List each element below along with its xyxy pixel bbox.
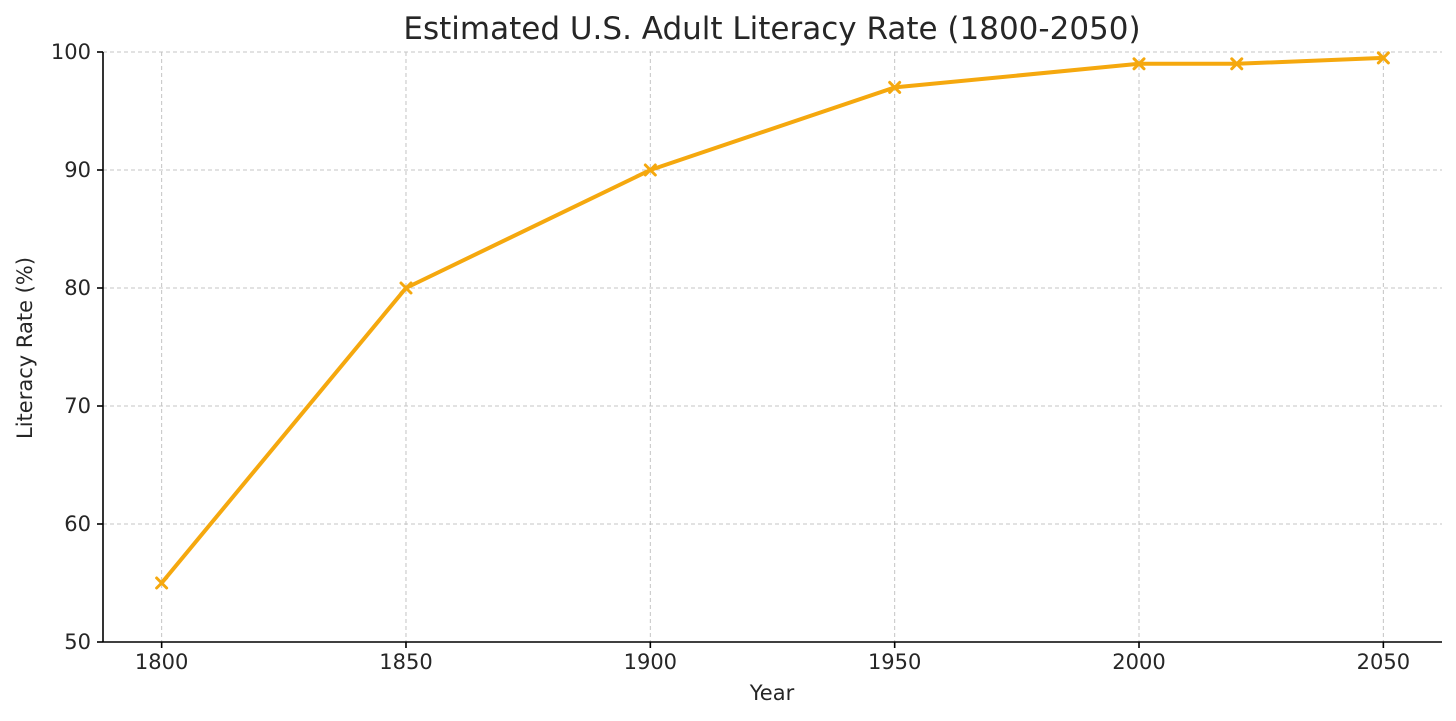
- data-point-marker: [1376, 51, 1390, 65]
- data-point-marker: [643, 163, 657, 177]
- y-tick-label: 70: [64, 394, 91, 418]
- y-tick-label: 90: [64, 158, 91, 182]
- x-tick-label: 2000: [1112, 650, 1165, 674]
- data-point-marker: [155, 576, 169, 590]
- y-tick-label: 50: [64, 630, 91, 654]
- data-point-marker: [1132, 57, 1146, 71]
- data-point-marker: [888, 80, 902, 94]
- x-tick-label: 1850: [379, 650, 432, 674]
- x-tick-label: 1900: [624, 650, 677, 674]
- axes: [102, 52, 1442, 643]
- x-axis-label: Year: [749, 681, 795, 705]
- x-tick-label: 2050: [1357, 650, 1410, 674]
- data-point-marker: [399, 281, 413, 295]
- data-point-marker: [1230, 57, 1244, 71]
- y-tick-label: 60: [64, 512, 91, 536]
- y-axis-label: Literacy Rate (%): [13, 257, 37, 439]
- chart-title: Estimated U.S. Adult Literacy Rate (1800…: [403, 11, 1140, 47]
- series: [155, 51, 1390, 590]
- y-tick-label: 100: [51, 40, 91, 64]
- x-tick-label: 1950: [868, 650, 921, 674]
- y-tick-label: 80: [64, 276, 91, 300]
- tick-labels: 50 60 70 80 90 100 1800 1850 1900 1950 2000 2050: [51, 40, 1410, 674]
- series-line: [159, 55, 1386, 585]
- x-tick-label: 1800: [135, 650, 188, 674]
- grid: [103, 51, 1442, 642]
